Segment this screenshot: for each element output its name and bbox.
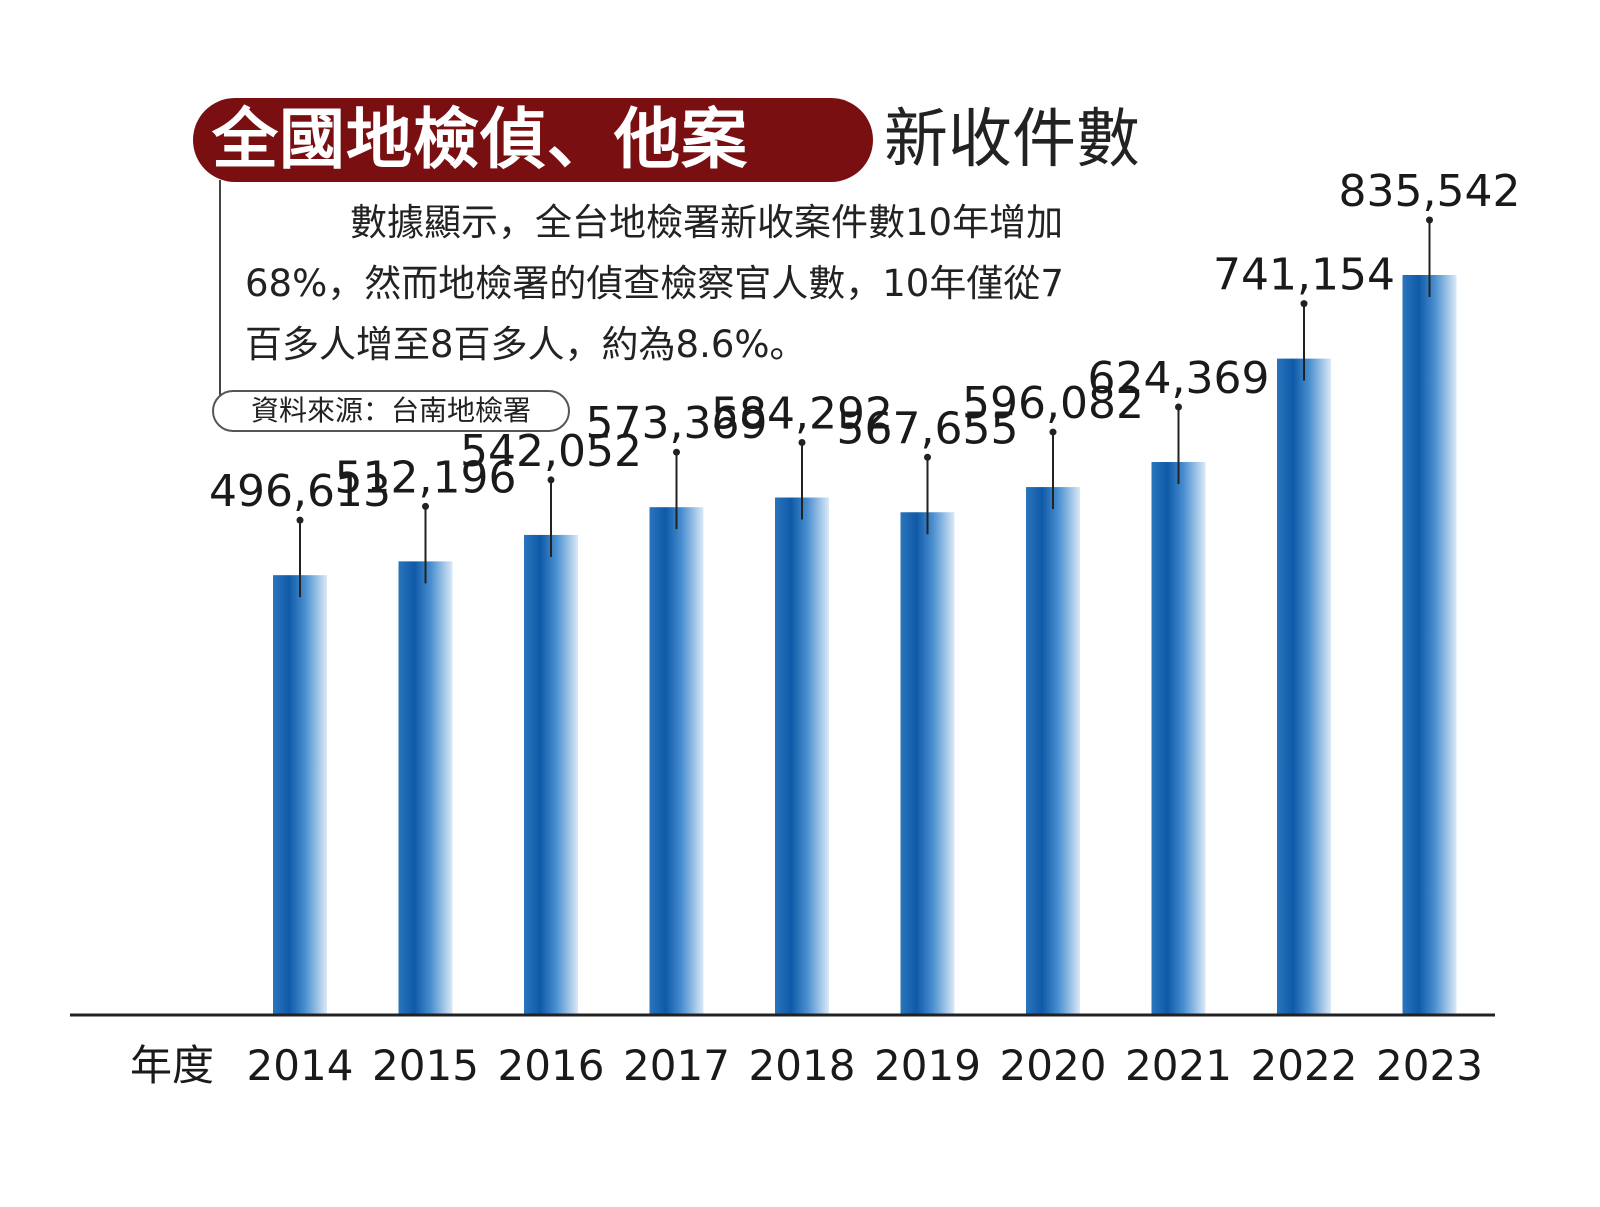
x-tick-label-2015: 2015: [372, 1041, 479, 1090]
leader-dot-2018: [798, 439, 806, 447]
value-label-2020: 596,082: [962, 378, 1144, 429]
x-axis-label: 年度: [130, 1041, 214, 1090]
value-label-2017: 573,369: [586, 398, 768, 449]
leader-dot-2020: [1049, 428, 1057, 436]
description-line-2: 68%，然而地檢署的偵查檢察官人數，10年僅從7: [245, 262, 1064, 305]
bar-2014: [273, 575, 327, 1015]
chart-title-highlight: 全國地檢偵、他案: [212, 101, 748, 178]
value-label-2015: 512,196: [335, 452, 517, 503]
value-label-2023: 835,542: [1339, 166, 1521, 217]
x-tick-label-2022: 2022: [1251, 1041, 1358, 1090]
bar-2016: [524, 534, 578, 1015]
leader-dot-2019: [924, 453, 931, 461]
leader-dot-2017: [673, 448, 680, 456]
leader-dot-2015: [422, 502, 429, 510]
description-line-3: 百多人增至8百多人，約為8.6%。: [245, 323, 807, 366]
bar-2022: [1277, 358, 1331, 1015]
leader-dot-2023: [1426, 216, 1433, 224]
title-leader-line: [219, 180, 221, 395]
x-tick-label-2019: 2019: [874, 1041, 981, 1090]
bar-2018: [775, 497, 829, 1015]
bar-2021: [1151, 462, 1206, 1015]
x-tick-label-2021: 2021: [1125, 1041, 1232, 1090]
value-label-2019: 567,655: [837, 403, 1019, 454]
bar-2020: [1026, 487, 1080, 1016]
x-tick-label-2014: 2014: [247, 1041, 354, 1090]
source-badge: 資料來源：台南地檢署: [212, 390, 570, 432]
description-line-1: 數據顯示，全台地檢署新收案件數10年增加: [350, 201, 1064, 244]
value-label-2018: 584,292: [711, 389, 893, 440]
x-tick-label-2018: 2018: [749, 1041, 856, 1090]
leader-dot-2014: [296, 516, 304, 524]
labels-layer: 496,613 2014 512,196 2015 542,052 2016 573,369…: [209, 166, 1520, 1090]
value-label-2022: 741,154: [1213, 250, 1395, 301]
value-label-2016: 542,052: [460, 426, 642, 477]
chart-title-rest: 新收件數: [884, 103, 1140, 177]
x-tick-label-2016: 2016: [498, 1041, 605, 1090]
bars-layer: [273, 275, 1457, 1016]
x-tick-label-2023: 2023: [1376, 1041, 1483, 1090]
leader-dot-2021: [1175, 403, 1182, 411]
bar-2019: [900, 512, 955, 1015]
bar-2015: [398, 561, 453, 1015]
x-tick-label-2020: 2020: [1000, 1041, 1107, 1090]
bar-2023: [1402, 275, 1457, 1015]
value-label-2021: 624,369: [1088, 353, 1270, 404]
bar-2017: [649, 507, 704, 1015]
value-label-2014: 496,613: [209, 466, 391, 517]
leader-dot-2022: [1300, 300, 1308, 308]
title-highlight-background: [193, 98, 873, 182]
x-tick-label-2017: 2017: [623, 1041, 730, 1090]
leader-dot-2016: [547, 476, 555, 484]
